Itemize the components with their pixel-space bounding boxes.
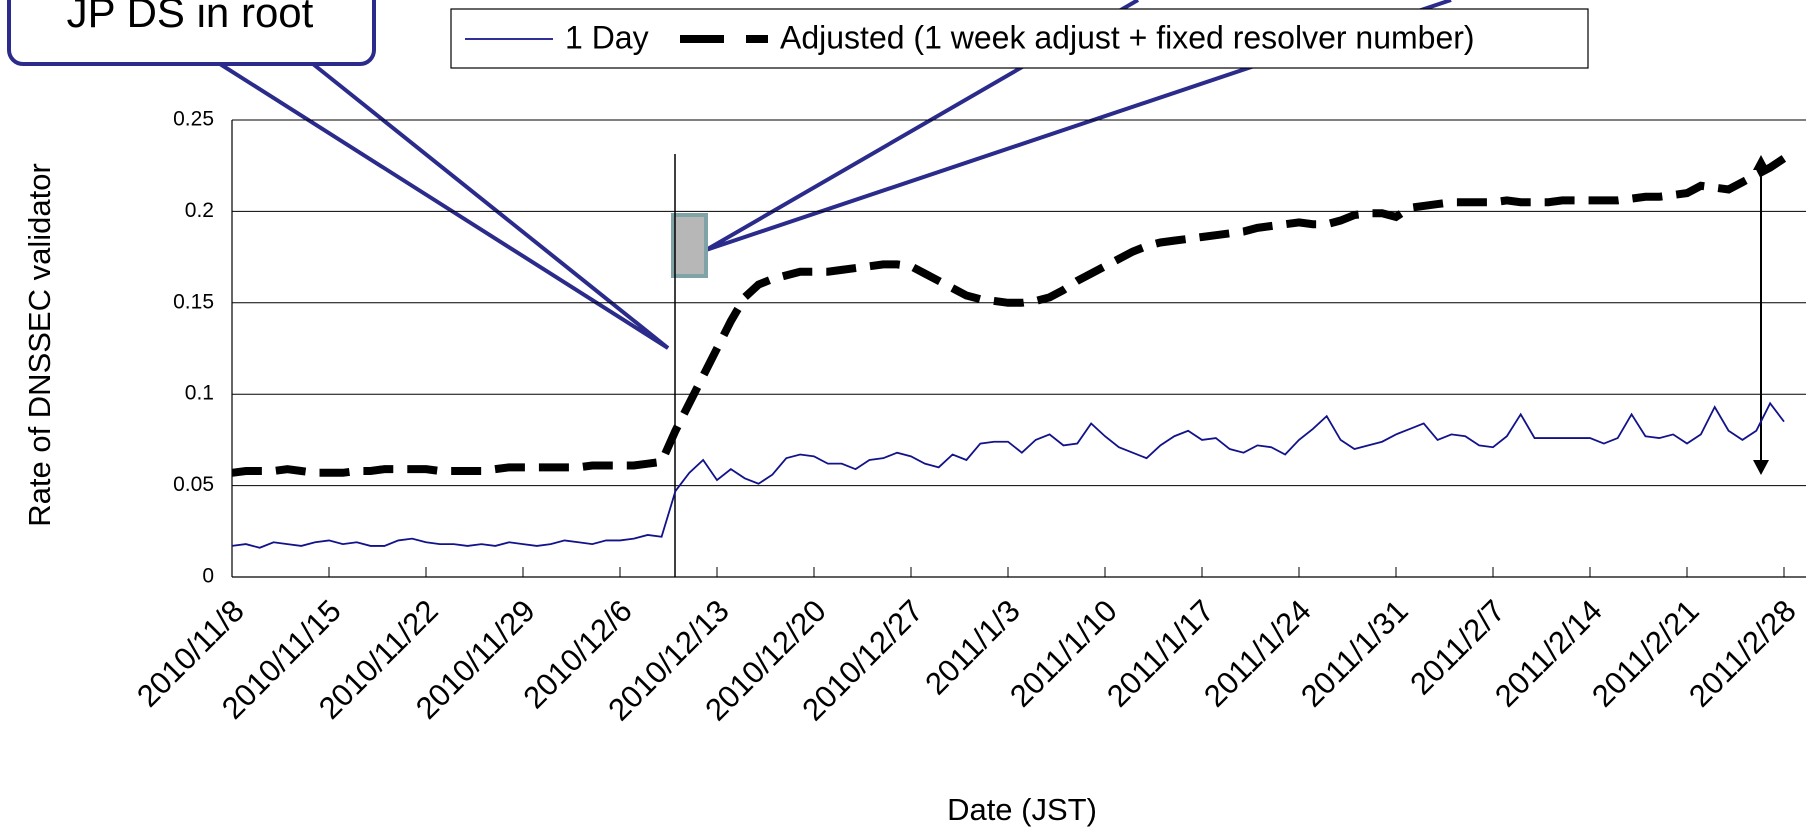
callout-text: JP DS in root (67, 0, 314, 36)
y-tick-label: 0.2 (185, 199, 214, 222)
range-arrow-head (1753, 460, 1769, 475)
callout-pointer (218, 62, 670, 350)
callout-marker (671, 213, 708, 278)
x-tick-label: 2011/1/31 (1294, 593, 1415, 714)
x-tick-label: 2011/2/28 (1682, 593, 1803, 714)
series-line (231, 401, 1785, 549)
legend-label: 1 Day (565, 19, 649, 55)
legend (450, 8, 1589, 69)
series-line (231, 155, 1787, 477)
y-tick-label: 0.05 (173, 473, 214, 496)
y-tick-label: 0.25 (173, 108, 214, 131)
callout-box (7, 0, 376, 66)
legend-label: Adjusted (1 week adjust + fixed resolver… (780, 19, 1475, 55)
x-axis-label: Date (JST) (947, 792, 1097, 827)
range-arrow (1753, 155, 1769, 475)
y-tick-label: 0.1 (185, 382, 214, 405)
y-tick-label: 0.15 (173, 290, 214, 313)
y-axis-label: Rate of DNSSEC validator (22, 163, 57, 527)
y-tick-label: 0 (202, 565, 214, 588)
